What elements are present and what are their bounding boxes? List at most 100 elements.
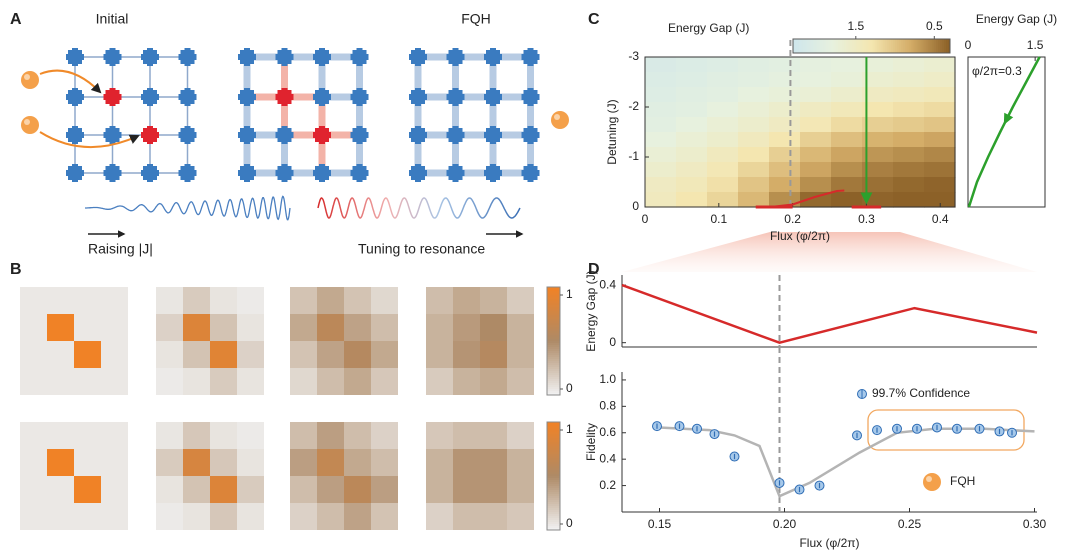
heatmap-cell	[862, 87, 894, 103]
qubit	[490, 126, 496, 144]
theory-line	[659, 426, 1035, 498]
qubit	[147, 126, 153, 144]
heatmap-cell	[800, 132, 832, 148]
heatmap-cell	[317, 341, 344, 368]
colorbar	[547, 504, 560, 507]
heatmap-cell	[676, 72, 708, 88]
colorbar	[547, 361, 560, 364]
colorbar	[879, 39, 882, 53]
x-tick-label: 0.1	[710, 212, 727, 226]
heatmap-cell	[676, 147, 708, 163]
colorbar	[547, 500, 560, 503]
heatmap-cell	[862, 132, 894, 148]
arrow	[39, 131, 140, 149]
colorbar	[906, 39, 910, 53]
qubit	[147, 88, 153, 106]
y-axis-label: Energy Gap (J)	[584, 270, 598, 351]
colorbar	[547, 444, 560, 447]
heatmap-cell	[371, 368, 398, 395]
colorbar	[814, 39, 818, 53]
heatmap-cell	[74, 368, 101, 395]
x-tick-label: 0	[965, 38, 972, 52]
heatmap-cell	[676, 87, 708, 103]
heatmap-cell	[480, 476, 507, 503]
particle-icon	[24, 119, 30, 125]
colorbar	[547, 518, 560, 521]
colorbar	[547, 456, 560, 459]
colorbar	[863, 39, 867, 53]
heatmap-cell	[507, 314, 534, 341]
colorbar	[844, 39, 847, 53]
colorbar	[547, 301, 560, 304]
heatmap-cell	[507, 368, 534, 395]
heatmap-cell	[317, 476, 344, 503]
wave	[85, 195, 291, 221]
colorbar-tick-label: 1.5	[847, 19, 864, 33]
heatmap-cell	[344, 314, 371, 341]
heatmap-cell	[676, 177, 708, 193]
heatmap-cell	[317, 368, 344, 395]
colorbar	[547, 317, 560, 320]
heatmap-cell	[480, 314, 507, 341]
heatmap-cell	[210, 449, 237, 476]
heatmap-cell	[317, 449, 344, 476]
colorbar	[891, 39, 894, 53]
heatmap-cell	[769, 102, 801, 118]
colorbar	[547, 442, 560, 445]
qubit	[356, 88, 363, 106]
heatmap-cell	[507, 476, 534, 503]
qubit	[281, 164, 288, 182]
heatmap-cell	[480, 368, 507, 395]
axis-title: Energy Gap (J)	[976, 12, 1057, 26]
heatmap-cell	[101, 449, 128, 476]
y-tick-label: 0.4	[599, 451, 616, 465]
colorbar	[547, 432, 560, 435]
colorbar	[914, 39, 918, 53]
caption: Raising |J|	[88, 241, 153, 257]
heatmap-cell	[862, 147, 894, 163]
heatmap-cell	[371, 287, 398, 314]
colorbar	[547, 428, 560, 431]
heatmap-cell	[707, 72, 739, 88]
heatmap-cell	[645, 102, 677, 118]
heatmap-cell	[344, 287, 371, 314]
heatmap-cell	[290, 503, 317, 530]
heatmap-cell	[237, 368, 264, 395]
colorbar	[547, 323, 560, 326]
colorbar	[547, 347, 560, 350]
heatmap-cell	[800, 87, 832, 103]
heatmap-cell	[371, 449, 398, 476]
colorbar	[875, 39, 878, 53]
heatmap-cell	[426, 314, 453, 341]
heatmap-cell	[210, 422, 237, 449]
x-tick-label: 0.30	[1023, 517, 1047, 531]
heatmap-cell	[290, 368, 317, 395]
heatmap-cell	[800, 147, 832, 163]
x-tick-label: 0	[642, 212, 649, 226]
heatmap-cell	[800, 192, 832, 208]
heatmap-cell	[371, 314, 398, 341]
colorbar	[547, 498, 560, 501]
heatmap-cell	[893, 162, 925, 178]
heatmap-cell	[707, 57, 739, 73]
qubit	[356, 48, 363, 66]
colorbar	[547, 381, 560, 384]
heatmap-cell	[738, 87, 770, 103]
heatmap-cell	[769, 117, 801, 133]
heatmap-cell	[707, 117, 739, 133]
colorbar	[547, 367, 560, 370]
colorbar	[547, 436, 560, 439]
colorbar	[847, 39, 851, 53]
colorbar	[889, 39, 892, 53]
colorbar	[547, 297, 560, 300]
colorbar	[547, 349, 560, 352]
qubit	[244, 48, 250, 66]
heatmap-cell	[371, 503, 398, 530]
heatmap-cell	[769, 147, 801, 163]
colorbar	[800, 39, 804, 53]
heatmap-cell	[317, 314, 344, 341]
particle-icon	[554, 114, 560, 120]
heatmap-cell	[800, 72, 832, 88]
annotation: φ/2π=0.3	[972, 64, 1022, 78]
